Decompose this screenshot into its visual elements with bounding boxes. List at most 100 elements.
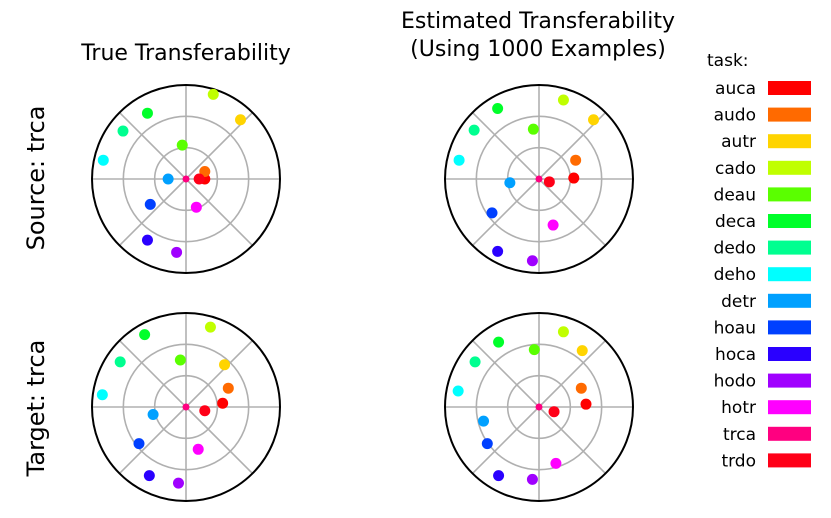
legend-label-hoca: hoca: [715, 345, 756, 365]
point-hodo: [171, 246, 183, 258]
point-hoau: [481, 438, 493, 450]
point-cado: [557, 94, 569, 106]
point-autr: [576, 345, 588, 357]
grid-spoke: [471, 111, 540, 180]
legend: task: auca audo autr cado deau deca dedo deho de…: [707, 51, 811, 471]
grid-spoke: [118, 111, 187, 180]
legend-swatch-autr: [768, 134, 811, 149]
legend-swatch-detr: [768, 293, 811, 308]
point-hoca: [493, 470, 505, 482]
point-hoca: [143, 470, 155, 482]
point-hotr: [547, 219, 559, 231]
point-audo: [199, 165, 211, 177]
legend-swatch-deho: [768, 267, 811, 282]
row-label-target: Target: trca: [22, 340, 50, 478]
point-dedo: [469, 356, 481, 368]
point-hoau: [144, 198, 156, 210]
legend-swatch-deca: [768, 214, 811, 228]
legend-swatch-auca: [768, 81, 811, 95]
grid-spoke: [185, 406, 254, 475]
legend-swatch-trdo: [768, 453, 811, 468]
point-deca: [139, 329, 151, 341]
point-dedo: [117, 125, 129, 137]
legend-swatch-audo: [768, 107, 811, 122]
point-detr: [504, 177, 516, 189]
legend-label-detr: detr: [721, 292, 756, 312]
point-deau: [174, 354, 186, 366]
legend-swatch-trca: [768, 426, 811, 441]
point-hotr: [190, 201, 202, 213]
point-deho: [452, 385, 464, 397]
legend-swatch-hotr: [768, 400, 811, 415]
point-audo: [575, 382, 587, 394]
point-dedo: [114, 356, 126, 368]
legend-label-audo: audo: [714, 106, 756, 126]
point-autr: [588, 114, 600, 126]
point-hodo: [526, 473, 538, 485]
grid-spoke: [118, 339, 187, 408]
polar-border: [444, 84, 634, 274]
title-estimated-line2: (Using 1000 Examples): [410, 37, 666, 62]
point-auca: [568, 172, 580, 184]
point-cado: [204, 321, 216, 333]
point-deho: [97, 154, 109, 166]
polar-border: [91, 84, 281, 274]
point-hoau: [133, 438, 145, 450]
grid-spoke: [185, 339, 254, 408]
legend-swatch-dedo: [768, 240, 811, 255]
polar-panel-estimated-source: [444, 84, 634, 274]
polar-panel-estimated-target: [444, 312, 634, 502]
point-detr: [162, 173, 174, 185]
point-hodo: [526, 255, 538, 267]
point-autr: [219, 359, 231, 371]
legend-label-hodo: hodo: [714, 372, 756, 392]
point-detr: [478, 415, 490, 427]
point-trdo: [543, 176, 555, 188]
legend-label-trca: trca: [723, 425, 756, 445]
polar-panel-true-target: [91, 312, 281, 502]
polar-panel-true-source: [91, 84, 281, 274]
point-trdo: [193, 173, 205, 185]
grid-spoke: [471, 339, 540, 408]
title-estimated-line1: Estimated Transferability: [401, 9, 675, 34]
point-deca: [141, 107, 153, 119]
legend-label-cado: cado: [715, 159, 756, 179]
grid-spoke: [538, 406, 607, 475]
point-hotr: [550, 457, 562, 469]
point-deau: [527, 123, 539, 135]
point-hoca: [141, 234, 153, 246]
point-audo: [222, 382, 234, 394]
point-deau: [176, 139, 188, 151]
legend-label-hotr: hotr: [721, 398, 756, 418]
point-dedo: [468, 124, 480, 136]
polar-border: [444, 312, 634, 502]
point-trdo: [548, 406, 560, 418]
row-label-source: Source: trca: [22, 106, 50, 251]
legend-swatch-deau: [768, 187, 811, 202]
grid-spoke: [538, 178, 607, 247]
grid-spoke: [471, 178, 540, 247]
legend-label-deca: deca: [715, 212, 756, 232]
legend-title: task:: [707, 51, 749, 71]
legend-label-deau: deau: [714, 185, 756, 205]
legend-label-deho: deho: [714, 265, 756, 285]
grid-spoke: [118, 406, 187, 475]
legend-swatch-hodo: [768, 373, 811, 388]
title-true-transferability: True Transferability: [80, 41, 291, 66]
point-deca: [492, 103, 504, 114]
point-trdo: [199, 405, 211, 417]
legend-label-trdo: trdo: [721, 451, 756, 471]
point-detr: [147, 409, 159, 421]
point-audo: [570, 154, 582, 166]
legend-label-dedo: dedo: [714, 239, 756, 259]
point-trca: [182, 403, 190, 411]
grid-spoke: [471, 406, 540, 475]
point-trca: [182, 175, 190, 183]
grid-spoke: [185, 178, 254, 247]
point-deau: [528, 344, 540, 356]
point-auca: [580, 398, 592, 410]
point-autr: [235, 114, 247, 126]
point-cado: [557, 326, 569, 338]
